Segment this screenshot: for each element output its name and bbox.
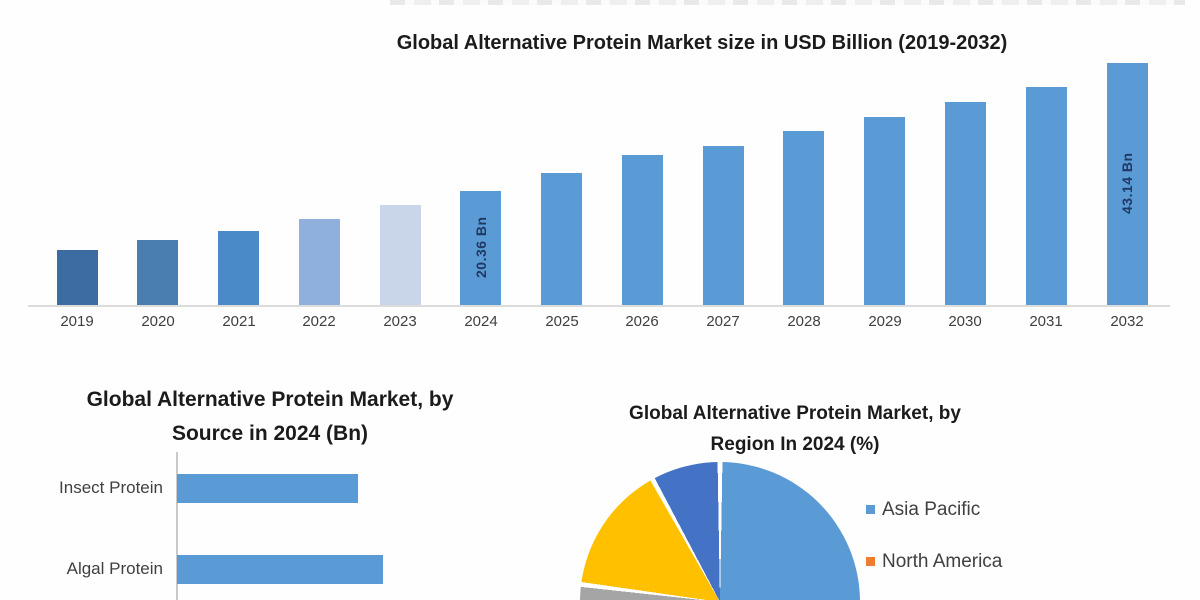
x-tick-2023: 2023 (383, 313, 417, 330)
bar-2029 (864, 117, 905, 305)
bar-2023 (380, 205, 421, 305)
bar-2025 (541, 173, 582, 305)
x-tick-2027: 2027 (706, 313, 740, 330)
x-tick-2030: 2030 (948, 313, 982, 330)
bar-value-label-2024: 20.36 Bn (473, 216, 489, 278)
x-tick-2031: 2031 (1029, 313, 1063, 330)
legend-label: North America (882, 551, 1003, 572)
chart-title-by-source-line1: Global Alternative Protein Market, by (86, 388, 454, 411)
bar-2024 (460, 191, 501, 305)
x-tick-2032: 2032 (1110, 313, 1144, 330)
legend-marker-icon (866, 505, 875, 514)
chart-title-by-region-line2: Region In 2024 (%) (710, 434, 880, 455)
bar-2019 (57, 250, 98, 305)
pie-chart-by-region (580, 462, 860, 600)
bar-value-label-2032: 43.14 Bn (1119, 152, 1135, 214)
x-tick-2029: 2029 (868, 313, 902, 330)
hbar-label-insect-protein: Insect Protein (59, 478, 163, 497)
chart-title-by-source-line2: Source in 2024 (Bn) (171, 422, 369, 445)
chart-title-market-size: Global Alternative Protein Market size i… (396, 32, 1008, 54)
legend-marker-icon (866, 557, 875, 566)
chart-title-by-region-line1: Global Alternative Protein Market, by (629, 403, 961, 424)
x-tick-2021: 2021 (222, 313, 256, 330)
bar-2026 (622, 155, 663, 305)
clipped-text-remnant (390, 0, 1185, 5)
x-axis-line (28, 305, 1170, 307)
hbar-label-algal-protein: Algal Protein (66, 559, 163, 578)
bar-2021 (218, 231, 259, 305)
x-tick-2028: 2028 (787, 313, 821, 330)
x-tick-2026: 2026 (625, 313, 659, 330)
x-tick-2020: 2020 (141, 313, 175, 330)
legend-label: Asia Pacific (882, 499, 981, 520)
hbar-insect-protein (177, 474, 358, 503)
bar-2020 (137, 240, 178, 305)
x-tick-2019: 2019 (60, 313, 94, 330)
chart-title-by-source: Global Alternative Protein Market, by So… (15, 383, 525, 451)
bar-2028 (783, 131, 824, 305)
chart-title-by-region: Global Alternative Protein Market, by Re… (570, 398, 1020, 460)
x-tick-2022: 2022 (302, 313, 336, 330)
x-tick-2024: 2024 (464, 313, 498, 330)
bar-2027 (703, 146, 744, 305)
bar-2031 (1026, 87, 1067, 305)
hbar-algal-protein (177, 555, 383, 584)
bar-2030 (945, 102, 986, 305)
bar-2032 (1107, 63, 1148, 305)
y-axis-line (176, 452, 178, 600)
bar-2022 (299, 219, 340, 305)
x-tick-2025: 2025 (545, 313, 579, 330)
